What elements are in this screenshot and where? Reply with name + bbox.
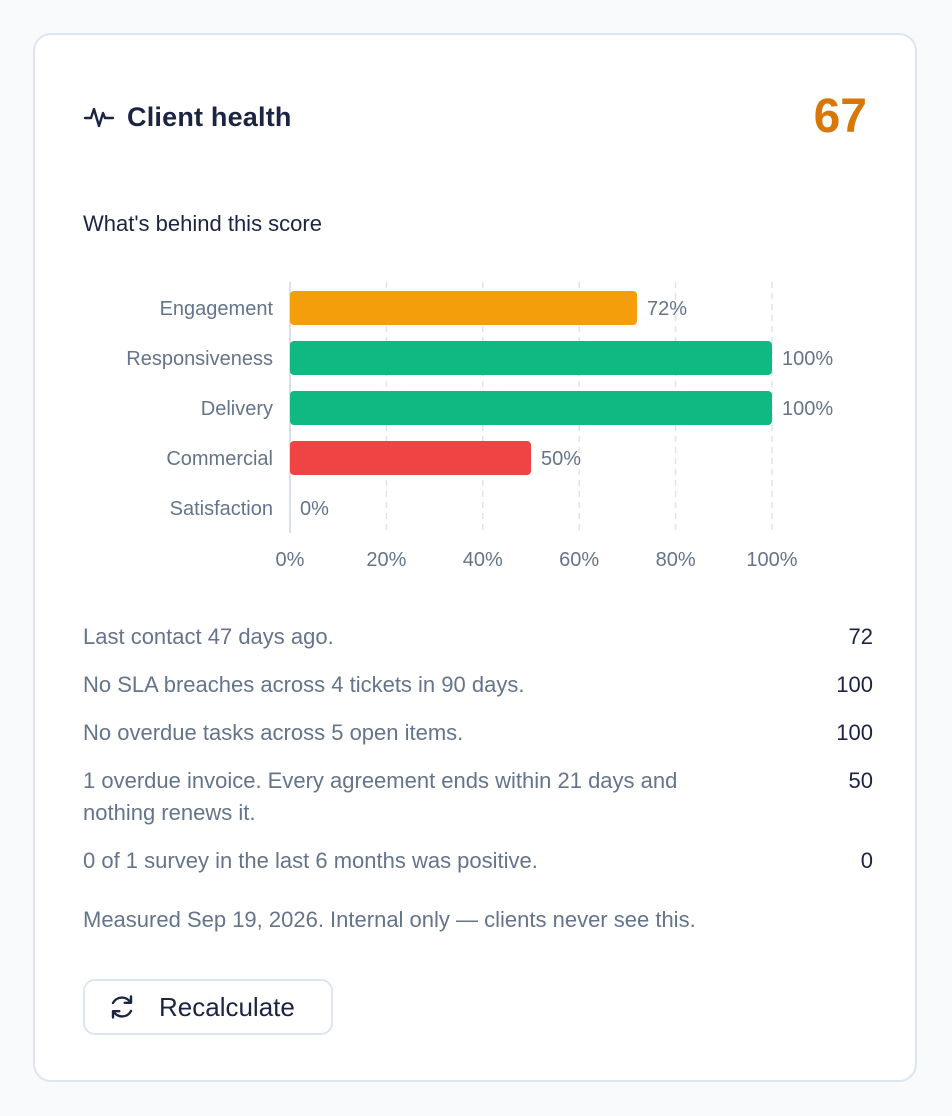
bar-engagement <box>290 291 638 325</box>
bar-value-label: 100% <box>782 398 833 420</box>
pulse-icon <box>83 107 115 128</box>
factor-row: No SLA breaches across 4 tickets in 90 d… <box>83 669 873 701</box>
recalculate-button[interactable]: Recalculate <box>83 979 333 1035</box>
measurement-footnote: Measured Sep 19, 2026. Internal only — c… <box>83 907 696 932</box>
card-title: Client health <box>127 101 292 132</box>
factor-bar-chart: 0% 20% 40% 60% 80% 100% Engagement 72% Responsiv… <box>126 282 833 571</box>
bar-value-label: 50% <box>541 448 581 470</box>
factor-description: No overdue tasks across 5 open items. <box>83 720 464 745</box>
health-score: 67 <box>813 90 867 143</box>
x-tick-label: 100% <box>746 549 797 571</box>
card-header: Client health 67 <box>83 90 867 143</box>
factor-row: 0 of 1 survey in the last 6 months was p… <box>83 845 873 877</box>
factor-score: 50 <box>848 768 873 793</box>
category-label: Delivery <box>201 398 273 420</box>
category-label: Responsiveness <box>126 348 273 370</box>
refresh-icon <box>111 995 133 1019</box>
factor-row: No overdue tasks across 5 open items. 100 <box>83 717 873 749</box>
factor-row: Last contact 47 days ago. 72 <box>83 621 873 653</box>
bar-commercial <box>290 441 531 475</box>
chart-subtitle: What's behind this score <box>83 211 322 236</box>
factor-description: No SLA breaches across 4 tickets in 90 d… <box>83 672 525 697</box>
bar-value-label: 0% <box>300 498 329 520</box>
factor-description: 1 overdue invoice. Every agreement ends … <box>83 768 678 825</box>
x-tick-label: 40% <box>463 549 503 571</box>
factor-score: 100 <box>836 720 873 745</box>
x-tick-label: 20% <box>366 549 406 571</box>
factor-score: 100 <box>836 672 873 697</box>
client-health-card: Client health 67 What's behind this scor… <box>33 33 917 1082</box>
bar-value-label: 100% <box>782 348 833 370</box>
category-label: Satisfaction <box>170 498 273 520</box>
bar-responsiveness <box>290 341 772 375</box>
factor-description: 0 of 1 survey in the last 6 months was p… <box>83 848 538 873</box>
factor-score: 72 <box>848 624 873 649</box>
bar-value-label: 72% <box>647 298 687 320</box>
x-tick-label: 80% <box>656 549 696 571</box>
factor-score: 0 <box>860 848 873 873</box>
recalculate-label: Recalculate <box>159 991 295 1022</box>
x-tick-label: 0% <box>276 549 305 571</box>
x-tick-label: 60% <box>559 549 599 571</box>
factor-list: Last contact 47 days ago. 72 No SLA breach… <box>83 621 873 893</box>
category-label: Engagement <box>160 298 274 320</box>
factor-row: 1 overdue invoice. Every agreement ends … <box>83 765 873 829</box>
title-group: Client health <box>83 97 292 137</box>
category-label: Commercial <box>166 448 273 470</box>
bar-delivery <box>290 391 772 425</box>
factor-description: Last contact 47 days ago. <box>83 624 334 649</box>
